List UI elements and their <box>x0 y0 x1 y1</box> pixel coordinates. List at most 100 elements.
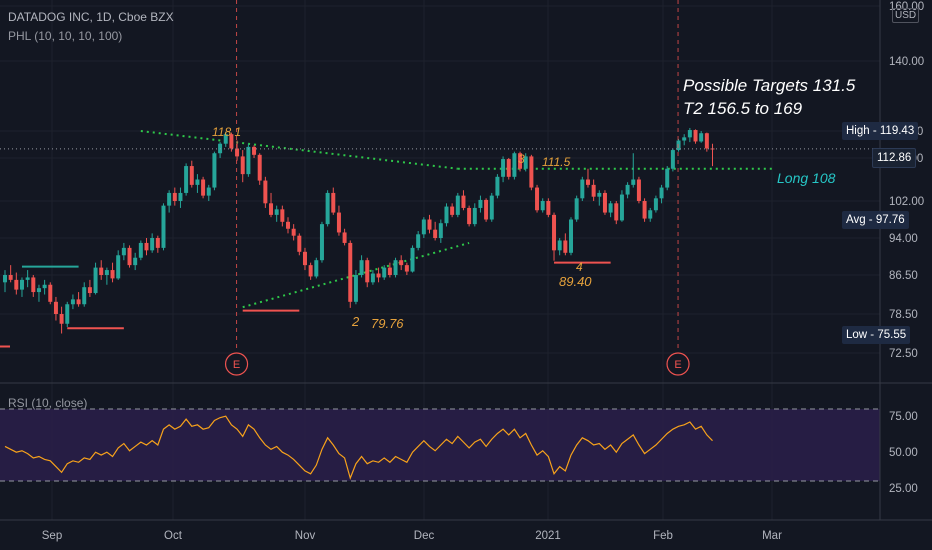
candle-body <box>552 214 557 251</box>
point4-annotation: 4 <box>576 260 583 274</box>
candle-body <box>495 176 500 196</box>
rsi-series-line <box>4 415 713 481</box>
candle-body <box>110 270 115 279</box>
candle-body <box>336 212 341 233</box>
point3-annotation: 3 <box>518 152 525 166</box>
price-tick-label: 94.00 <box>889 233 918 245</box>
candle-body <box>642 201 647 219</box>
time-tick-label: 2021 <box>535 530 561 542</box>
candle-body <box>619 194 624 221</box>
candle-body <box>70 299 75 305</box>
candle-body <box>484 199 489 220</box>
candle-body <box>240 156 245 175</box>
candle-body <box>286 221 290 229</box>
rsi-legend[interactable]: RSI (10, close) <box>8 396 88 410</box>
candle-body <box>161 205 166 248</box>
candle-body <box>87 287 92 294</box>
candle-body <box>472 207 477 225</box>
candle-body <box>93 267 98 294</box>
currency-badge: USD <box>892 8 920 23</box>
candle-body <box>99 267 104 275</box>
candle-body <box>223 134 228 144</box>
time-tick-label: Dec <box>414 530 435 542</box>
candle-body <box>580 179 585 199</box>
candle-body <box>399 260 404 266</box>
candle-body <box>302 251 307 266</box>
candle-body <box>523 156 528 169</box>
candle-body <box>404 265 409 272</box>
candle-body <box>648 210 653 219</box>
candle-body <box>489 195 494 220</box>
candle-body <box>512 153 517 177</box>
candle-body <box>3 275 7 283</box>
candle-body <box>8 275 13 280</box>
price-tick-label: 72.50 <box>889 348 918 360</box>
candle-body <box>438 223 443 238</box>
candle-body <box>410 247 415 272</box>
candle-body <box>455 195 460 215</box>
avg-tag: Avg - 97.76 <box>842 211 909 229</box>
candle-body <box>319 224 324 261</box>
candle-body <box>427 219 432 230</box>
candle-body <box>127 247 132 266</box>
candle-body <box>76 299 81 305</box>
candle-body <box>104 270 109 275</box>
low-label: Low <box>846 329 868 341</box>
point2-value: 79.76 <box>371 316 404 331</box>
candle-body <box>421 219 426 235</box>
candle-body <box>450 206 455 215</box>
candle-body <box>308 265 313 277</box>
high-label: High <box>846 125 870 137</box>
rsi-line <box>4 415 713 481</box>
high-value: 119.43 <box>879 125 915 137</box>
candle-body <box>178 192 183 201</box>
time-tick-label: Sep <box>42 530 62 542</box>
avg-label: Avg <box>846 214 866 226</box>
candle-body <box>172 192 177 201</box>
candle-body <box>252 146 257 155</box>
candle-body <box>557 240 562 251</box>
candle-body <box>461 195 466 208</box>
candle-body <box>53 301 58 314</box>
candle-body <box>501 159 506 177</box>
candle-body <box>65 304 70 324</box>
earnings-badge <box>224 352 249 376</box>
candle-body <box>82 287 87 305</box>
candle-body <box>31 277 36 293</box>
candle-body <box>19 279 24 290</box>
candle-body <box>569 219 573 253</box>
candle-body <box>167 192 172 206</box>
candle-body <box>138 242 143 258</box>
indicator-legend[interactable]: PHL (10, 10, 10, 100) <box>8 29 123 43</box>
candle-body <box>297 235 302 252</box>
candle-body <box>693 130 698 142</box>
time-tick-label: Oct <box>164 530 183 542</box>
candle-body <box>353 275 358 302</box>
candle-body <box>274 209 279 215</box>
candle-body <box>540 201 545 211</box>
low-tag: Low - 75.55 <box>842 326 911 344</box>
candlesticks <box>3 127 715 334</box>
time-tick-label: Nov <box>295 530 316 542</box>
candle-body <box>206 187 211 196</box>
candle-body <box>314 260 319 277</box>
candle-body <box>25 277 30 280</box>
candle-body <box>229 134 234 149</box>
candle-body <box>591 184 596 197</box>
rsi-tick-label: 25.00 <box>889 483 918 495</box>
candle-body <box>699 133 704 142</box>
candle-body <box>116 255 121 279</box>
price-tick-label: 160.00 <box>889 1 924 13</box>
candle-body <box>184 166 189 193</box>
symbol-legend[interactable]: DATADOG INC, 1D, Cboe BZX <box>8 10 174 24</box>
time-tick-label: Feb <box>653 530 673 542</box>
candle-body <box>189 166 194 185</box>
candle-body <box>359 260 364 275</box>
point2-annotation: 2 <box>352 314 360 329</box>
candle-body <box>331 192 336 213</box>
time-tick-label: Mar <box>762 530 782 542</box>
candle-body <box>325 192 330 225</box>
current-price-tag: 112.86 <box>872 148 917 168</box>
